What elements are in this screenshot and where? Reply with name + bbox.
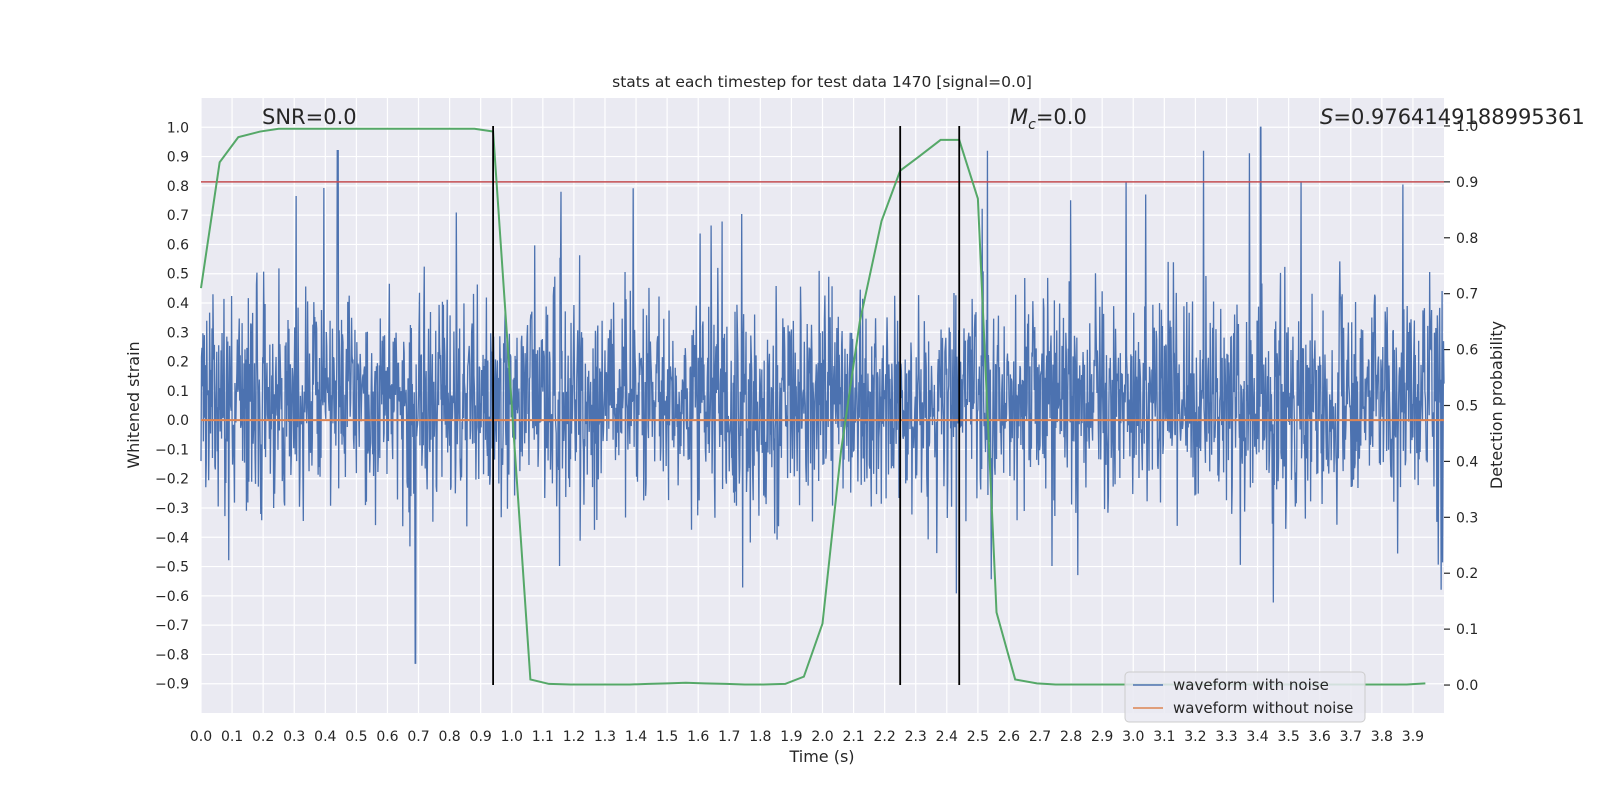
- x-tick-label: 3.7: [1340, 729, 1362, 745]
- y-tick-label: −0.5: [155, 560, 189, 576]
- x-tick-label: 0.0: [190, 729, 212, 745]
- y-tick-label: 0.2: [167, 355, 189, 371]
- x-tick-label: 3.0: [1122, 729, 1144, 745]
- y2-tick-label: 0.4: [1456, 454, 1478, 470]
- x-axis-ticks: 0.0 0.1 0.2 0.3 0.4 0.5 0.6 0.7 0.8 0.9 1.0 1.1 1.2 1…: [190, 729, 1424, 745]
- x-tick-label: 1.2: [563, 729, 585, 745]
- y-tick-label: −0.9: [155, 677, 189, 693]
- x-tick-label: 0.8: [438, 729, 460, 745]
- x-tick-label: 0.9: [470, 729, 492, 745]
- x-tick-label: 1.0: [501, 729, 523, 745]
- x-tick-label: 1.6: [687, 729, 709, 745]
- x-tick-label: 0.5: [345, 729, 367, 745]
- legend: waveform with noise waveform without noi…: [1124, 671, 1366, 723]
- x-tick-label: 0.6: [376, 729, 398, 745]
- x-tick-label: 3.2: [1184, 729, 1206, 745]
- snr-annotation: SNR=0.0: [262, 105, 357, 129]
- x-tick-label: 2.1: [842, 729, 864, 745]
- y-tick-label: 0.8: [167, 179, 189, 195]
- x-tick-label: 3.1: [1153, 729, 1175, 745]
- chart-title: stats at each timestep for test data 147…: [612, 73, 1032, 91]
- legend-box: [1124, 671, 1366, 723]
- x-tick-label: 1.1: [532, 729, 554, 745]
- x-tick-label: 3.8: [1371, 729, 1393, 745]
- y2-tick-label: 0.5: [1456, 399, 1478, 415]
- y-tick-label: 0.1: [167, 384, 189, 400]
- x-tick-label: 2.4: [936, 729, 958, 745]
- s-value: =0.9764149188995361: [1333, 105, 1584, 129]
- legend-label-noise: waveform with noise: [1173, 676, 1329, 694]
- y-tick-label: −0.3: [155, 501, 189, 517]
- y2-tick-label: 0.9: [1456, 175, 1478, 191]
- y2-tick-label: 0.6: [1456, 343, 1478, 359]
- x-tick-label: 3.5: [1277, 729, 1299, 745]
- legend-label-clean: waveform without noise: [1173, 699, 1353, 717]
- x-tick-label: 2.7: [1029, 729, 1051, 745]
- y-tick-label: 0.4: [167, 296, 189, 312]
- y-tick-label: −0.8: [155, 647, 189, 663]
- y-tick-label: −0.1: [155, 442, 189, 458]
- y-tick-label: −0.7: [155, 618, 189, 634]
- x-tick-label: 2.5: [967, 729, 989, 745]
- x-tick-label: 3.4: [1246, 729, 1268, 745]
- x-tick-label: 0.4: [314, 729, 336, 745]
- mc-value: =0.0: [1036, 105, 1087, 129]
- y2-axis-label: Detection probability: [1487, 321, 1506, 489]
- y-axis-label: Whitened strain: [124, 341, 143, 468]
- x-tick-label: 3.6: [1309, 729, 1331, 745]
- x-tick-label: 1.7: [718, 729, 740, 745]
- y-tick-label: −0.2: [155, 472, 189, 488]
- y2-tick-label: 0.7: [1456, 287, 1478, 303]
- series-waveform-with-noise: [200, 126, 1445, 664]
- mc-symbol: M: [1010, 105, 1028, 129]
- y-tick-label: 0.6: [167, 237, 189, 253]
- y2-axis-ticks: 1.0 0.9 0.8 0.7 0.6 0.5 0.4 0.3 0.2 0.1 0.0: [1444, 119, 1478, 694]
- x-tick-label: 0.7: [407, 729, 429, 745]
- y2-tick-label: 0.3: [1456, 510, 1478, 526]
- x-tick-label: 1.4: [625, 729, 647, 745]
- y-tick-label: 1.0: [167, 120, 189, 136]
- s-symbol: S: [1320, 105, 1333, 129]
- y-tick-label: −0.6: [155, 589, 189, 605]
- x-tick-label: 2.3: [905, 729, 927, 745]
- y2-tick-label: 0.1: [1456, 622, 1478, 638]
- noise-trace: [200, 126, 1445, 664]
- x-tick-label: 2.9: [1091, 729, 1113, 745]
- x-tick-label: 3.3: [1215, 729, 1237, 745]
- x-tick-label: 1.3: [594, 729, 616, 745]
- x-axis-label: Time (s): [788, 747, 854, 766]
- x-tick-label: 1.5: [656, 729, 678, 745]
- s-annotation: S=0.9764149188995361: [1320, 105, 1585, 129]
- x-tick-label: 3.9: [1402, 729, 1424, 745]
- y-tick-label: 0.0: [167, 413, 189, 429]
- y-tick-label: 0.5: [167, 267, 189, 283]
- y-tick-label: 0.3: [167, 325, 189, 341]
- x-tick-label: 2.2: [874, 729, 896, 745]
- y2-tick-label: 1.0: [1456, 119, 1478, 135]
- y-tick-label: 0.9: [167, 150, 189, 166]
- y-tick-label: 0.7: [167, 208, 189, 224]
- y-axis-ticks: 1.0 0.9 0.8 0.7 0.6 0.5 0.4 0.3 0.2 0.1 0.0 −0.1 −0.…: [155, 120, 189, 692]
- mc-annotation: Mc=0.0: [1010, 105, 1087, 133]
- y2-tick-label: 0.2: [1456, 566, 1478, 582]
- x-tick-label: 2.6: [998, 729, 1020, 745]
- y2-tick-label: 0.0: [1456, 678, 1478, 694]
- x-tick-label: 0.2: [252, 729, 274, 745]
- x-tick-label: 1.8: [749, 729, 771, 745]
- vertical-markers: [492, 125, 961, 686]
- mc-subscript: c: [1028, 117, 1036, 133]
- y-tick-label: −0.4: [155, 530, 189, 546]
- x-tick-label: 1.9: [780, 729, 802, 745]
- y2-tick-label: 0.8: [1456, 231, 1478, 247]
- x-tick-label: 2.0: [811, 729, 833, 745]
- x-tick-label: 0.3: [283, 729, 305, 745]
- x-tick-label: 0.1: [221, 729, 243, 745]
- x-tick-label: 2.8: [1060, 729, 1082, 745]
